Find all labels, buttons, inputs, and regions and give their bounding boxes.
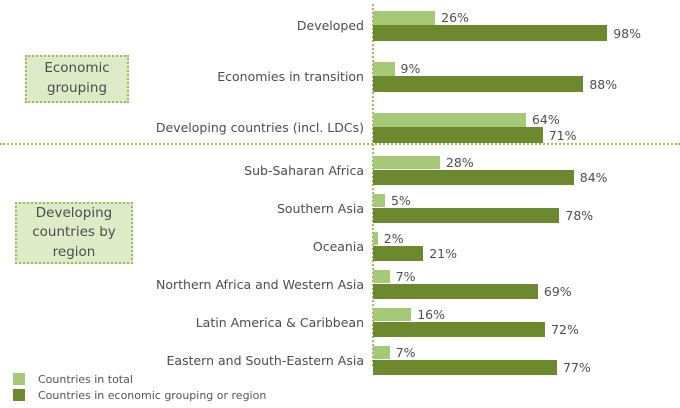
y-axis-line — [372, 4, 374, 366]
legend-swatch-total — [13, 373, 25, 385]
legend-item-countries-in-total: Countries in total — [13, 371, 266, 387]
chart-row: Eastern and South-Eastern Asia 7% 77% — [0, 345, 680, 375]
chart-row: Latin America & Caribbean 16% 72% — [0, 307, 680, 337]
rows-developing-by-region: Sub-Saharan Africa 28% 84% Southern Asia 5% 7… — [0, 155, 680, 383]
bar-countries-in-grouping-or-region — [373, 246, 424, 261]
legend-item-countries-in-group: Countries in economic grouping or region — [13, 387, 266, 403]
bar-countries-in-total — [373, 194, 385, 207]
category-label: Developing countries (incl. LDCs) — [155, 120, 364, 135]
bar-countries-in-grouping-or-region — [373, 208, 560, 223]
value-label: 88% — [589, 76, 618, 92]
bar-countries-in-total — [373, 61, 395, 76]
chart-row: Sub-Saharan Africa 28% 84% — [0, 155, 680, 185]
category-label: Developed — [296, 18, 364, 33]
value-label: 69% — [543, 284, 572, 299]
bar-countries-in-total — [373, 308, 412, 321]
legend-label: Countries in economic grouping or region — [38, 388, 267, 402]
bar-countries-in-grouping-or-region — [373, 360, 558, 375]
bar-countries-in-total — [373, 346, 390, 359]
chart-row: Northern Africa and Western Asia 7% 69% — [0, 269, 680, 299]
bar-countries-in-grouping-or-region — [373, 284, 538, 299]
bar-countries-in-total — [373, 232, 378, 245]
bar-countries-in-total — [373, 10, 436, 25]
chart-row: Developed 26% 98% — [0, 10, 680, 41]
chart-row: Southern Asia 5% 78% — [0, 193, 680, 223]
category-label: Sub-Saharan Africa — [244, 162, 364, 178]
bar-countries-in-total — [373, 270, 390, 283]
bar-countries-in-total — [373, 156, 440, 169]
bar-countries-in-total — [373, 112, 526, 127]
value-label: 26% — [441, 10, 469, 25]
category-label: Northern Africa and Western Asia — [155, 276, 364, 292]
value-label: 16% — [417, 307, 446, 322]
value-label: 78% — [565, 208, 594, 223]
value-label: 98% — [613, 25, 642, 41]
chart-row: Oceania 2% 21% — [0, 231, 680, 261]
category-label: Eastern and South-Eastern Asia — [166, 352, 364, 368]
value-label: 28% — [445, 155, 474, 170]
value-label: 7% — [395, 269, 416, 284]
bar-countries-in-grouping-or-region — [373, 170, 574, 185]
value-label: 84% — [579, 170, 608, 185]
value-label: 72% — [551, 322, 579, 337]
category-label: Southern Asia — [276, 200, 364, 216]
legend: Countries in total Countries in economic… — [13, 371, 266, 403]
category-label: Latin America & Caribbean — [195, 314, 364, 330]
legend-label: Countries in total — [38, 372, 133, 386]
bar-countries-in-grouping-or-region — [373, 25, 608, 41]
rows-economic-grouping: Developed 26% 98% Economies in transition 9%… — [0, 10, 680, 163]
value-label: 5% — [390, 193, 411, 208]
bar-countries-in-grouping-or-region — [373, 127, 543, 143]
value-label: 71% — [548, 127, 577, 143]
value-label: 64% — [531, 112, 560, 127]
section-divider-line — [0, 143, 680, 145]
bar-countries-in-grouping-or-region — [373, 76, 584, 92]
legend-swatch-group — [13, 389, 25, 401]
value-label: 2% — [383, 231, 404, 246]
group-box-economic-grouping: Economic grouping — [25, 55, 129, 103]
category-label: Economies in transition — [217, 69, 364, 84]
value-label: 77% — [563, 360, 591, 375]
category-label: Oceania — [312, 238, 364, 254]
group-box-developing-countries-by-region: Developing countries by region — [15, 202, 133, 264]
value-label: 7% — [395, 345, 416, 360]
bar-countries-in-grouping-or-region — [373, 322, 546, 337]
chart-row: Economies in transition 9% 88% — [0, 61, 680, 92]
chart-row: Developing countries (incl. LDCs) 64% 71% — [0, 112, 680, 143]
value-label: 21% — [429, 246, 457, 261]
value-label: 9% — [400, 61, 421, 76]
